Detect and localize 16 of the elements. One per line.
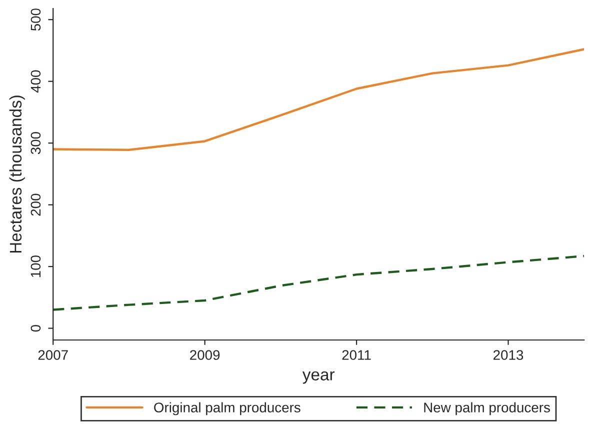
x-axis-title: year bbox=[302, 371, 335, 384]
x-tick-label: 2011 bbox=[342, 350, 371, 360]
y-tick-label: 300 bbox=[30, 132, 41, 154]
line-series bbox=[53, 48, 584, 151]
x-tick-label: 2009 bbox=[190, 350, 220, 360]
line-series bbox=[53, 254, 584, 311]
x-tick-label: 2013 bbox=[493, 350, 524, 360]
x-tick-label: 2007 bbox=[38, 350, 68, 360]
y-axis-title: Hectares (thousands) bbox=[9, 96, 25, 253]
y-tick-label: 500 bbox=[30, 8, 41, 31]
legend-label: New palm producers bbox=[424, 402, 550, 416]
y-tick-label: 100 bbox=[30, 255, 41, 278]
y-tick-label: 400 bbox=[30, 70, 41, 93]
y-tick-label: 0 bbox=[30, 324, 41, 332]
y-tick-label: 200 bbox=[30, 194, 41, 216]
legend-label: Original palm producers bbox=[154, 402, 300, 416]
